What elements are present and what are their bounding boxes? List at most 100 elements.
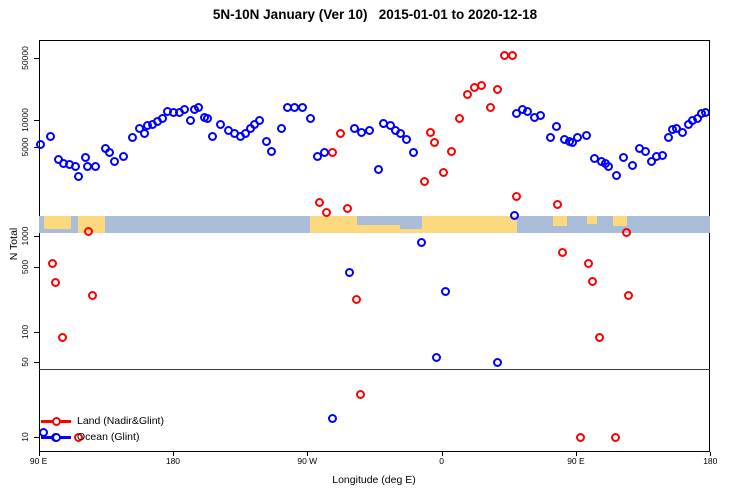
- map-band-land-patch: [356, 225, 400, 233]
- plot-border-box: [38, 40, 711, 452]
- y-tick-mark: [33, 267, 39, 268]
- x-tick-label: 90 E: [567, 456, 585, 466]
- data-point-ocean: [672, 123, 682, 133]
- legend-item-land: Land (Nadir&Glint): [41, 414, 231, 427]
- data-point-ocean: [36, 140, 46, 150]
- x-axis-title: Longitude (deg E): [332, 474, 416, 486]
- map-band-land-patch: [399, 228, 422, 233]
- data-point-ocean: [493, 357, 503, 367]
- data-point-ocean: [523, 106, 533, 116]
- data-point-ocean: [641, 146, 651, 156]
- data-point-ocean: [194, 103, 204, 113]
- legend-item-ocean: Ocean (Glint): [41, 430, 231, 443]
- legend-label-ocean: Ocean (Glint): [77, 430, 140, 443]
- data-point-ocean: [658, 151, 668, 161]
- data-point-ocean: [350, 123, 360, 133]
- data-point-ocean: [582, 130, 592, 140]
- data-point-ocean: [568, 138, 578, 148]
- data-point-ocean: [90, 162, 100, 172]
- data-point-land: [83, 227, 93, 237]
- data-point-ocean: [203, 113, 213, 123]
- data-point-ocean: [46, 131, 56, 141]
- data-point-land: [584, 259, 594, 269]
- data-point-ocean: [180, 105, 190, 115]
- data-point-land: [343, 203, 353, 213]
- x-tick-label: 180: [703, 456, 718, 466]
- data-point-ocean: [402, 135, 412, 145]
- data-point-ocean: [573, 133, 583, 143]
- data-point-ocean: [306, 113, 316, 123]
- data-point-land: [73, 432, 83, 442]
- data-point-ocean: [71, 162, 81, 172]
- data-point-ocean: [417, 237, 427, 247]
- x-tick-label: 180: [165, 456, 181, 466]
- y-tick-label: 50: [20, 357, 30, 367]
- y-tick-label: 500: [20, 259, 30, 275]
- y-tick-mark: [33, 437, 39, 438]
- data-point-ocean: [536, 111, 546, 121]
- data-point-land: [624, 291, 634, 301]
- y-tick-label: 100: [20, 324, 30, 340]
- map-band: [38, 215, 711, 233]
- y-tick-label: 10000: [20, 108, 30, 132]
- x-tick-mark: [172, 452, 174, 456]
- x-tick-mark: [307, 452, 309, 456]
- data-point-ocean: [186, 115, 196, 125]
- data-point-land: [576, 432, 586, 442]
- data-point-land: [57, 333, 67, 343]
- y-tick-label: 50000: [20, 46, 30, 70]
- data-point-ocean: [441, 286, 451, 296]
- data-point-ocean: [409, 148, 419, 158]
- x-tick-label: 90 W: [297, 456, 318, 466]
- data-point-ocean: [250, 120, 260, 130]
- y-tick-mark: [33, 147, 39, 148]
- data-point-ocean: [647, 157, 657, 167]
- y-tick-label: 1000: [20, 226, 30, 246]
- data-point-land: [315, 197, 325, 207]
- map-band-land-patch: [421, 215, 517, 233]
- data-point-land: [426, 128, 436, 138]
- data-point-land: [508, 50, 518, 60]
- y-tick-mark: [33, 362, 39, 363]
- x-tick-label: 90 E: [29, 456, 48, 466]
- data-point-land: [87, 291, 97, 301]
- data-point-land: [420, 177, 430, 187]
- data-point-ocean: [105, 148, 115, 158]
- data-point-land: [328, 148, 338, 158]
- data-point-ocean: [216, 120, 226, 130]
- x-tick-label: 0: [439, 456, 444, 466]
- threshold-line: [38, 369, 711, 371]
- data-point-ocean: [512, 109, 522, 119]
- y-tick-mark: [33, 332, 39, 333]
- map-band-land-patch: [43, 215, 71, 230]
- data-point-land: [430, 138, 440, 148]
- legend-marker-land-icon: [51, 416, 61, 426]
- data-point-ocean: [374, 165, 384, 175]
- data-point-land: [553, 199, 563, 209]
- y-tick-label: 10: [20, 432, 30, 442]
- data-point-ocean: [320, 148, 330, 158]
- data-point-ocean: [604, 162, 614, 172]
- data-point-ocean: [158, 113, 168, 123]
- legend-label-land: Land (Nadir&Glint): [77, 414, 164, 427]
- data-point-ocean: [365, 126, 375, 136]
- data-point-ocean: [678, 128, 688, 138]
- data-point-ocean: [277, 123, 287, 133]
- data-point-ocean: [345, 267, 355, 277]
- data-point-ocean: [298, 103, 308, 113]
- y-axis-title: N Total: [8, 227, 20, 261]
- chart-title: 5N-10N January (Ver 10) 2015-01-01 to 20…: [212, 7, 538, 22]
- data-point-ocean: [128, 133, 138, 143]
- data-point-land: [322, 207, 332, 217]
- x-tick-mark: [441, 452, 443, 456]
- data-point-ocean: [552, 122, 562, 132]
- map-band-land-patch: [309, 215, 357, 233]
- x-tick-mark: [575, 452, 577, 456]
- data-point-ocean: [628, 161, 638, 171]
- data-point-ocean: [119, 152, 129, 162]
- map-band-land-patch: [612, 215, 627, 226]
- data-point-ocean: [313, 152, 323, 162]
- data-point-ocean: [208, 132, 218, 142]
- data-point-ocean: [510, 210, 520, 220]
